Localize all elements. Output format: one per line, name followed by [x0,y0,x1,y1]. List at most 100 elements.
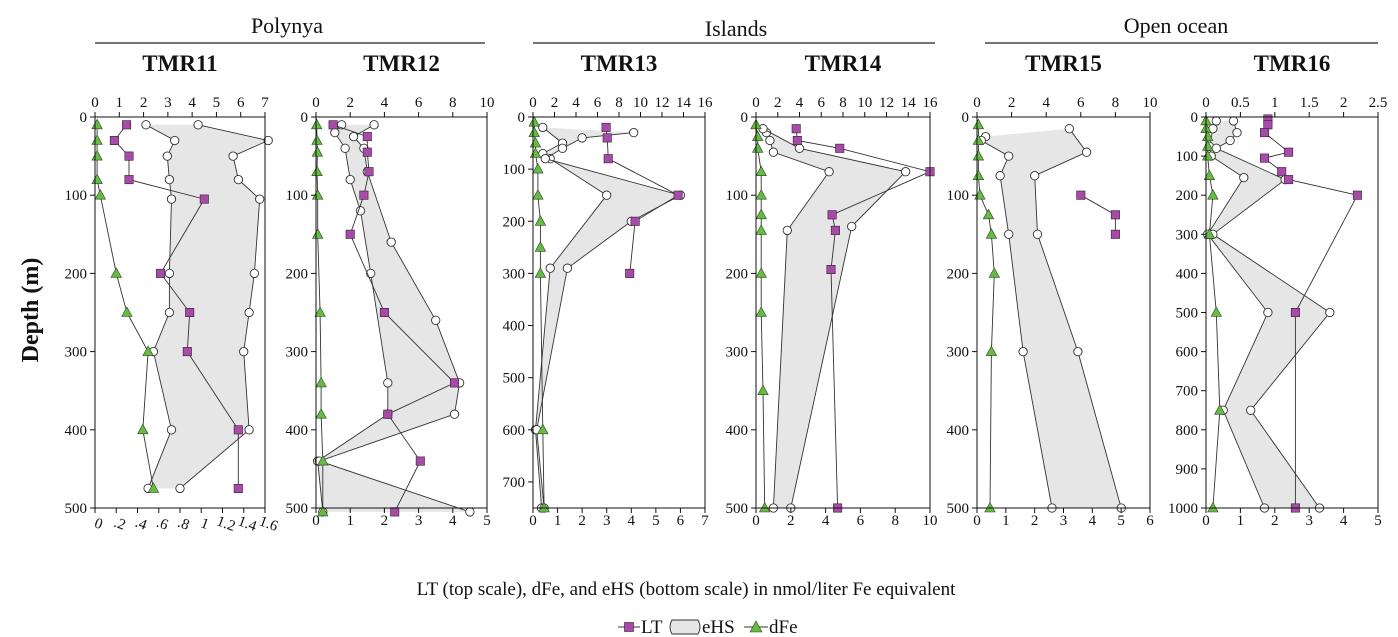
lt-point [109,136,119,146]
ehs-point [794,143,805,153]
bottom-tick-label: 8 [891,513,899,529]
panel-title: TMR14 [805,51,882,76]
y-tick-label: 400 [286,423,309,439]
ehs-band [535,127,681,509]
dfe-point [755,208,767,220]
y-tick-label: 200 [726,266,749,282]
dfe-point [315,408,327,419]
ehs-point [465,507,475,517]
bottom-tick-label: 3 [415,513,423,529]
dfe-point [311,228,324,239]
top-tick-label: 2 [1008,95,1016,111]
top-tick-label: 2 [1340,95,1348,111]
bottom-tick-label: 1 [1237,513,1245,529]
y-tick-label: 300 [726,345,749,361]
ehs-point [1032,229,1043,239]
ehs-point [330,127,340,138]
dfe-line [316,124,324,512]
y-tick-label: 500 [65,501,88,517]
y-tick-label: 300 [286,345,309,361]
dfe-point [1214,404,1226,415]
ehs-band [763,128,906,508]
ehs-point [244,425,254,435]
ehs-point [355,206,366,216]
lt-point [415,456,425,466]
legend-dfe-label: dFe [769,617,798,637]
ehs-point [239,346,249,357]
lt-point [1263,120,1273,130]
bottom-tick-label: 1 [346,513,354,529]
group-headers: Polynya Islands Open ocean [95,13,1378,44]
top-tick-label: 0 [752,95,760,111]
top-tick-label: 6 [818,95,826,111]
legend-ehs-swatch [669,619,701,635]
ehs-point [383,378,393,388]
ehs-point [249,268,260,279]
y-tick-label: 800 [1176,423,1199,439]
lt-point [1284,147,1294,157]
bottom-tick-label: 1 [1002,513,1010,529]
ehs-point [1246,405,1256,415]
dfe-point [311,189,324,200]
y-tick-label: 500 [726,501,749,517]
dfe-point [142,345,154,356]
top-tick-label: 14 [676,95,692,111]
legend-lt-marker [624,622,634,632]
y-tick-label: 400 [1176,266,1199,282]
dfe-point [972,134,985,145]
ehs-band [146,124,269,489]
lt-point [1260,153,1270,163]
y-tick-label: 300 [503,266,526,282]
dfe-point [91,173,103,184]
ehs-point [369,120,379,130]
top-tick-label: 6 [594,95,602,111]
top-tick-label: 6 [1077,95,1085,111]
ehs-point [1239,172,1249,183]
ehs-point [233,174,244,185]
dfe-point [94,189,107,200]
ehs-point [995,171,1005,181]
top-tick-label: 0 [973,95,981,111]
top-tick-label: 7 [261,95,269,111]
ehs-point [386,237,396,247]
y-tick-label: 400 [503,319,526,335]
lt-line [1080,194,1116,235]
y-tick-label: 100 [1176,149,1199,165]
ehs-point [449,409,460,419]
ehs-point [602,190,612,200]
bottom-tick-label: 1 [554,513,562,529]
bottom-tick-label: 5 [483,513,491,529]
y-tick-label: 500 [1176,306,1199,322]
top-tick-label: 14 [901,95,917,111]
plot-frame [315,116,488,509]
lt-point [124,151,134,161]
ehs-point [1211,116,1221,126]
top-tick-label: 2 [774,95,782,111]
top-tick-label: 0.5 [1231,95,1250,111]
panel-tmr16: TMR16 0 0.5 1 1.5 2 2.5 0 1 2 3 4 5 0 100 200 300 400 500 6… [1168,51,1387,529]
dfe-point [972,149,985,161]
ehs-point [263,135,273,146]
y-tick-label: 600 [1176,345,1199,361]
dfe-point [985,345,998,356]
dfe-point [91,149,103,161]
dfe-point [982,208,995,220]
lt-point [826,264,836,274]
ehs-point [228,151,238,161]
panel-title: TMR13 [581,51,658,76]
bottom-tick-label: 4 [449,513,457,529]
ehs-point [1228,116,1239,126]
dfe-point [311,134,323,145]
ehs-point [1004,229,1014,239]
lt-line [113,124,239,489]
panel-title: TMR11 [142,51,217,76]
legend-dfe-marker [749,620,763,633]
lt-point [345,229,355,239]
top-tick-label: 3 [164,95,172,111]
lt-point [625,268,635,278]
ehs-point [164,268,175,279]
ehs-point [557,143,568,153]
